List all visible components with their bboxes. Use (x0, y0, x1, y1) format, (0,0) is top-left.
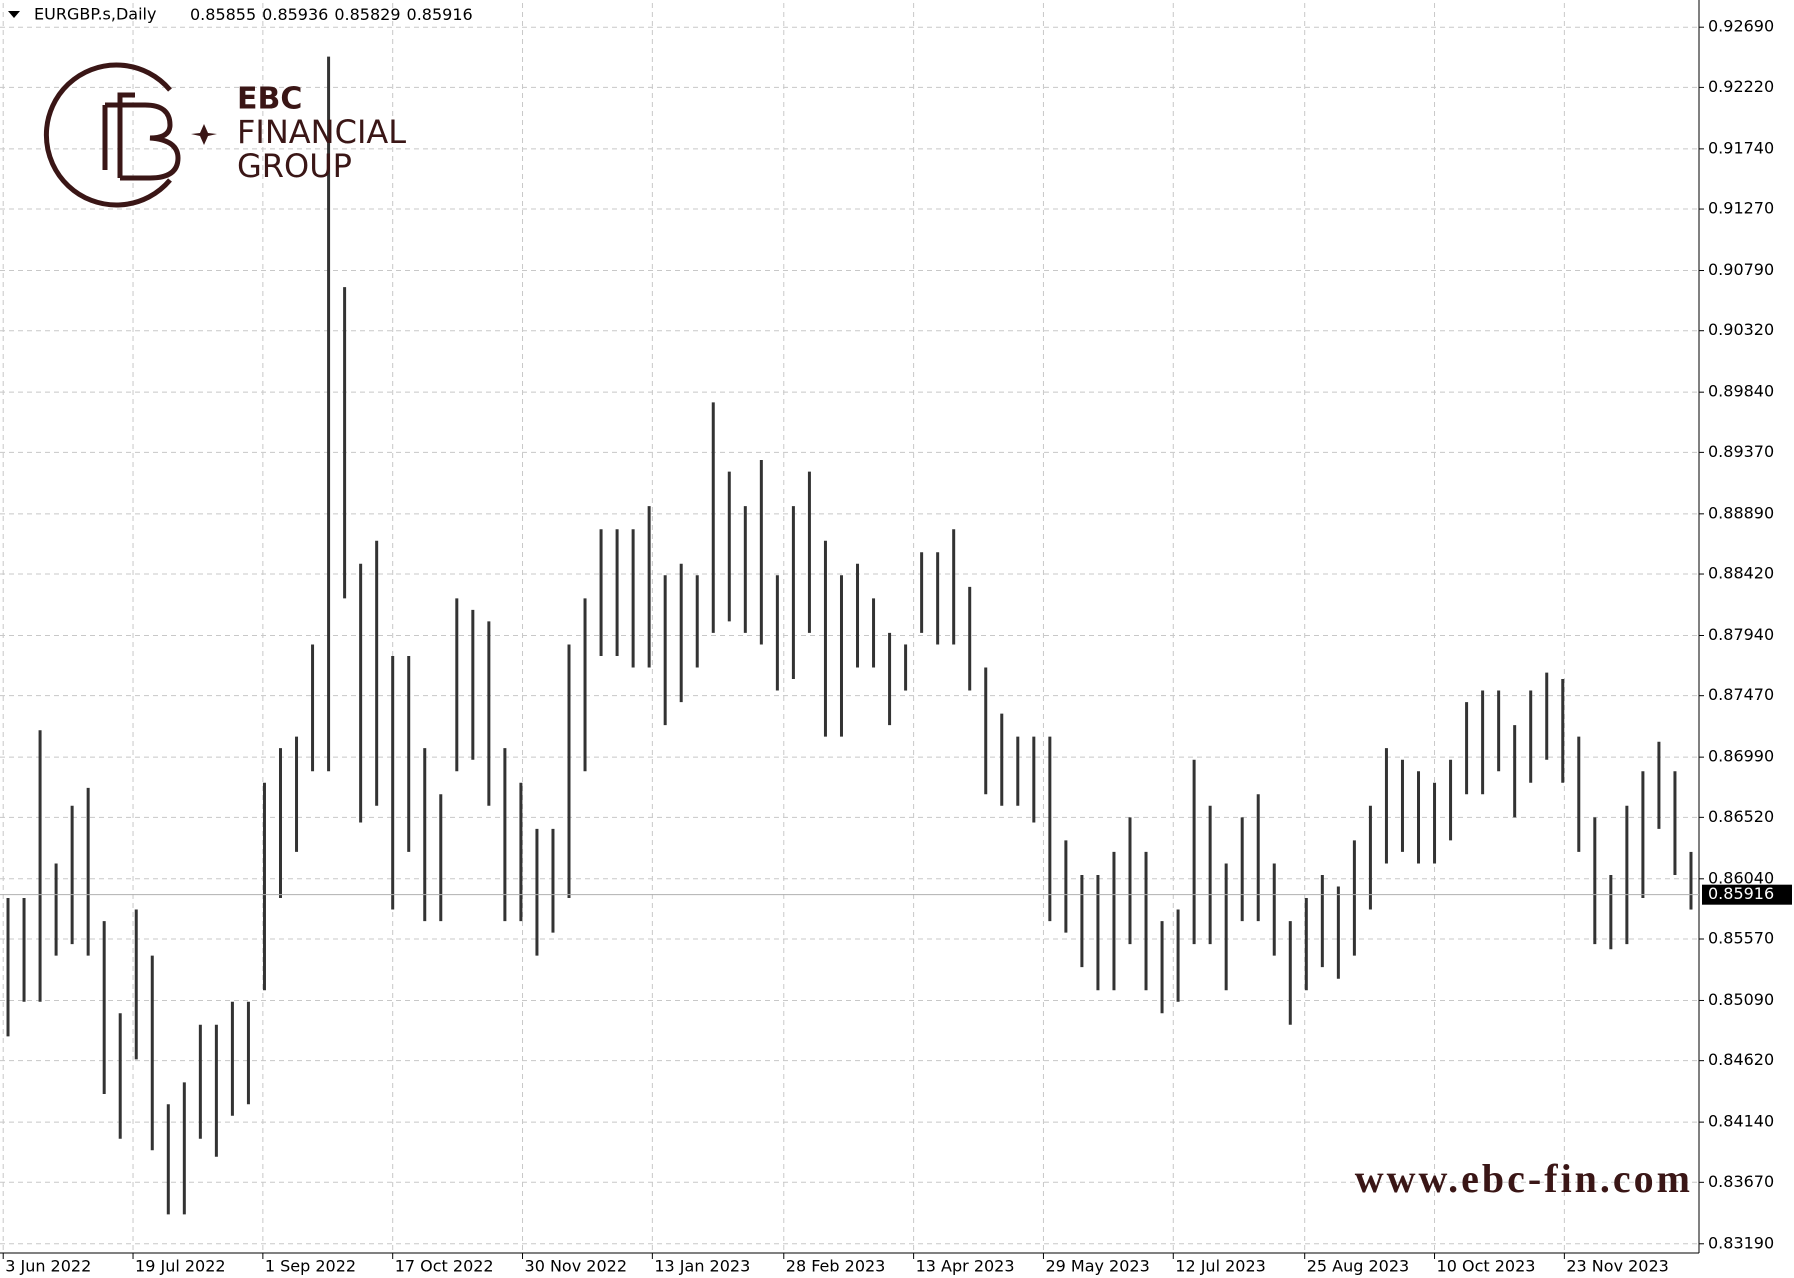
y-tick-label: 0.90320 (1708, 320, 1774, 339)
x-tick-label: 10 Oct 2023 (1437, 1257, 1536, 1276)
y-tick-label: 0.91740 (1708, 138, 1774, 157)
y-tick-label: 0.87470 (1708, 685, 1774, 704)
y-tick-label: 0.83190 (1708, 1233, 1774, 1252)
logo-text: EBC (237, 82, 302, 117)
price-label-bg (1702, 884, 1792, 905)
y-tick-label: 0.92690 (1708, 17, 1774, 36)
x-tick-label: 29 May 2023 (1045, 1257, 1149, 1276)
x-tick-label: 12 Jul 2023 (1175, 1257, 1266, 1276)
y-tick-label: 0.89370 (1708, 442, 1774, 461)
y-tick-label: 0.85570 (1708, 928, 1774, 947)
logo-star (191, 124, 217, 145)
y-tick-label: 0.88890 (1708, 503, 1774, 522)
y-tick-label: 0.83670 (1708, 1172, 1774, 1191)
ohlc-value: 0.85829 (334, 5, 400, 24)
y-tick-label: 0.84140 (1708, 1112, 1774, 1131)
x-tick-label: 19 Jul 2022 (135, 1257, 226, 1276)
x-tick-label: 13 Jan 2023 (654, 1257, 750, 1276)
y-tick-label: 0.84620 (1708, 1050, 1774, 1069)
logo: EBC FINANCIAL GROUP (43, 62, 406, 208)
ohlc-value: 0.85916 (407, 5, 473, 24)
y-tick-label: 0.89840 (1708, 382, 1774, 401)
x-tick-label: 1 Sep 2022 (265, 1257, 356, 1276)
x-tick-label: 25 Aug 2023 (1307, 1257, 1410, 1276)
y-tick-label: 0.91270 (1708, 199, 1774, 218)
x-tick-label: 17 Oct 2022 (395, 1257, 494, 1276)
y-tick-label: 0.86040 (1708, 868, 1774, 887)
bars (6, 56, 1693, 1215)
symbol: EURGBP.s,Daily (34, 5, 156, 24)
watermark: www.ebc-fin.com (1355, 1156, 1693, 1201)
header: EURGBP.s,Daily 0.85855 0.85936 0.85829 0.85… (8, 5, 473, 24)
ohlc-value: 0.85936 (262, 5, 328, 24)
logo-letter (102, 92, 181, 181)
x-tick-label: 3 Jun 2022 (5, 1257, 91, 1276)
y-tick-label: 0.86990 (1708, 747, 1774, 766)
x-tick-label: 13 Apr 2023 (916, 1257, 1015, 1276)
logo-text: GROUP (237, 147, 352, 185)
grid (0, 3, 1699, 1253)
y-tick-label: 0.92220 (1708, 77, 1774, 96)
menu-arrow[interactable] (8, 11, 20, 18)
logo-ring (43, 62, 172, 208)
x-tick-label: 28 Feb 2023 (786, 1257, 886, 1276)
x-tick-label: 30 Nov 2022 (525, 1257, 627, 1276)
y-tick-label: 0.90790 (1708, 260, 1774, 279)
y-tick-label: 0.87940 (1708, 625, 1774, 644)
y-tick-label: 0.88420 (1708, 564, 1774, 583)
logo-text: FINANCIAL (237, 113, 406, 151)
y-tick-label: 0.86520 (1708, 807, 1774, 826)
ohlc: 0.85855 0.85936 0.85829 0.85916 (190, 5, 473, 24)
y-tick-label: 0.85090 (1708, 990, 1774, 1009)
ohlc-value: 0.85855 (190, 5, 256, 24)
x-tick-label: 23 Nov 2023 (1566, 1257, 1668, 1276)
price-label: 0.85916 (1708, 884, 1774, 903)
